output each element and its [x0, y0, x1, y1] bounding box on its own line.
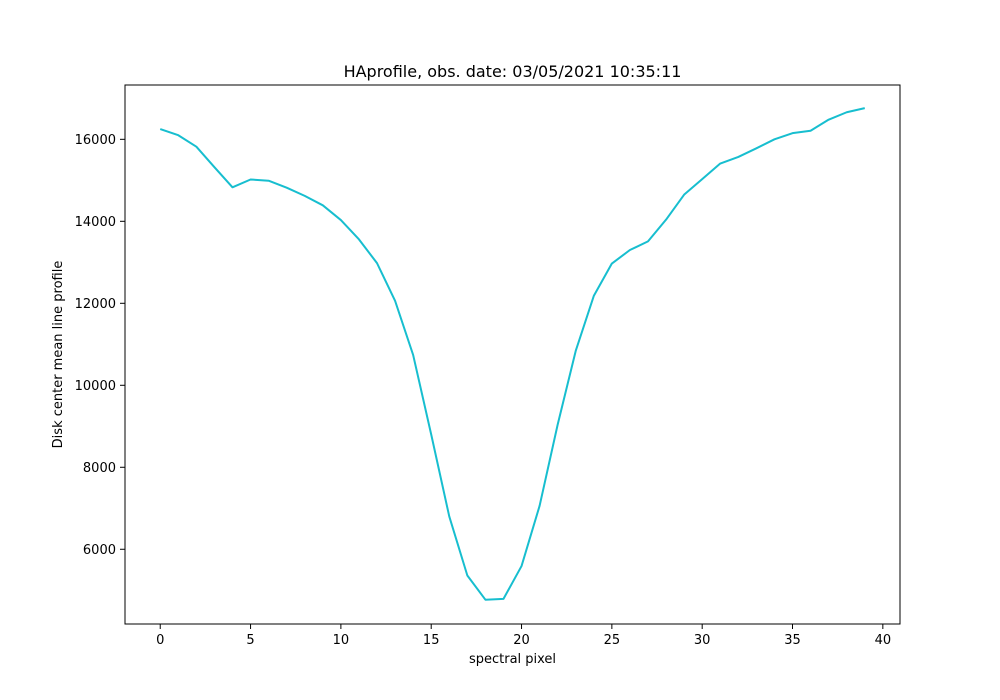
x-tick-label: 5 — [246, 633, 254, 648]
x-tick-label: 20 — [513, 633, 530, 648]
y-tick-label: 14000 — [75, 215, 116, 230]
x-tick-label: 35 — [784, 633, 801, 648]
y-tick-label: 16000 — [75, 133, 116, 148]
plot-frame — [124, 84, 901, 625]
series-line — [159, 107, 865, 601]
x-tick-label: 10 — [333, 633, 350, 648]
x-tick-label: 0 — [156, 633, 164, 648]
x-tick-label: 30 — [694, 633, 711, 648]
y-tick-label: 10000 — [75, 379, 116, 394]
x-axis-label: spectral pixel — [469, 652, 556, 667]
y-tick-label: 8000 — [83, 461, 116, 476]
y-axis-label: Disk center mean line profile — [51, 261, 66, 449]
x-tick-label: 15 — [423, 633, 440, 648]
x-tick-label: 25 — [604, 633, 621, 648]
chart-title: HAprofile, obs. date: 03/05/2021 10:35:1… — [344, 62, 682, 81]
x-tick-label: 40 — [875, 633, 892, 648]
y-tick-label: 6000 — [83, 543, 116, 558]
y-tick-label: 12000 — [75, 297, 116, 312]
plot-area: 0 5 10 15 20 25 30 35 40 6000 8000 10000 12000 14000 1… — [75, 84, 901, 648]
